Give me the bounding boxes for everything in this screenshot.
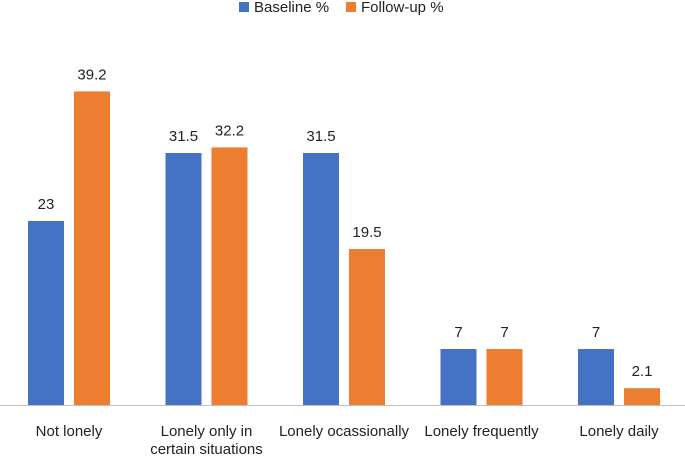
bar-baseline-lonely-daily bbox=[578, 349, 614, 405]
legend-label-follow-up: Follow-up % bbox=[361, 0, 444, 16]
category-label-lonely-ocassionally: Lonely ocassionally bbox=[279, 423, 410, 440]
value-label-follow-up-lonely-only-in-certain-situations: 32.2 bbox=[215, 122, 244, 139]
legend: Baseline % Follow-up % bbox=[239, 0, 444, 16]
value-label-follow-up-lonely-frequently: 7 bbox=[500, 324, 508, 341]
value-labels-group: 23 39.2 31.5 32.2 31.5 19.5 7 7 7 2.1 bbox=[38, 66, 653, 380]
bar-follow-up-lonely-ocassionally bbox=[349, 249, 385, 405]
bar-follow-up-lonely-frequently bbox=[486, 349, 523, 405]
category-labels-group: Not lonely Lonely only in certain situatio… bbox=[36, 423, 659, 456]
bars-group bbox=[28, 91, 660, 406]
legend-swatch-baseline bbox=[239, 2, 249, 12]
bar-baseline-lonely-frequently bbox=[440, 349, 477, 405]
value-label-baseline-lonely-daily: 7 bbox=[592, 324, 600, 341]
value-label-baseline-lonely-frequently: 7 bbox=[454, 324, 462, 341]
category-label-lonely-daily: Lonely daily bbox=[579, 423, 659, 440]
value-label-follow-up-lonely-ocassionally: 19.5 bbox=[352, 224, 381, 241]
legend-swatch-follow-up bbox=[346, 2, 356, 12]
value-label-follow-up-not-lonely: 39.2 bbox=[77, 66, 106, 83]
value-label-follow-up-lonely-daily: 2.1 bbox=[632, 363, 653, 380]
value-label-baseline-lonely-ocassionally: 31.5 bbox=[306, 128, 335, 145]
legend-label-baseline: Baseline % bbox=[254, 0, 329, 16]
value-label-baseline-not-lonely: 23 bbox=[38, 196, 55, 213]
bar-follow-up-lonely-only-in-certain-situations bbox=[211, 147, 248, 405]
bar-follow-up-lonely-daily bbox=[624, 388, 660, 405]
category-label-lonely-only-in-certain-situations: Lonely only in certain situations bbox=[150, 423, 263, 456]
bar-baseline-not-lonely bbox=[28, 221, 64, 405]
bar-baseline-lonely-ocassionally bbox=[303, 153, 339, 405]
bar-baseline-lonely-only-in-certain-situations bbox=[165, 153, 202, 405]
category-label-not-lonely: Not lonely bbox=[36, 423, 103, 440]
value-label-baseline-lonely-only-in-certain-situations: 31.5 bbox=[169, 128, 198, 145]
category-label-lonely-frequently: Lonely frequently bbox=[424, 423, 539, 440]
bar-follow-up-not-lonely bbox=[74, 91, 110, 406]
